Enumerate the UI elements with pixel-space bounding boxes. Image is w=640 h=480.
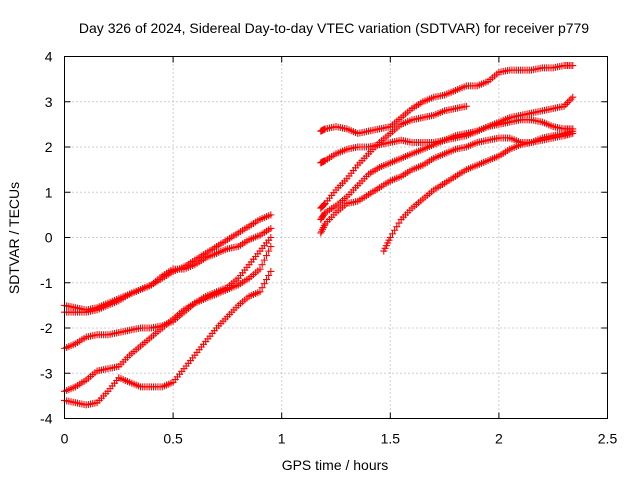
data-point	[260, 256, 268, 264]
series-sat-h	[317, 102, 470, 212]
data-point	[462, 102, 470, 110]
y-tick-label: -1	[40, 275, 53, 291]
data-point	[267, 243, 275, 251]
data-point	[267, 267, 275, 275]
data-point	[565, 97, 573, 105]
y-tick-label: -2	[40, 320, 53, 336]
data-point	[388, 230, 396, 238]
x-tick-label: 1.5	[381, 431, 401, 447]
data-point	[569, 93, 577, 101]
x-tick-label: 2	[495, 431, 503, 447]
grid	[64, 56, 608, 419]
y-tick-label: 4	[45, 49, 53, 65]
y-axis: -4 -3 -2 -1 0 1 2 3 4	[40, 49, 608, 427]
data-point	[393, 223, 401, 231]
y-tick-label: -4	[40, 411, 53, 427]
y-tick-label: 1	[45, 184, 53, 200]
data-point	[265, 247, 273, 255]
x-axis-title: GPS time / hours	[282, 457, 389, 473]
data-point	[256, 288, 264, 296]
data-point	[569, 127, 577, 135]
series-sat-d	[61, 243, 275, 395]
chart-title: Day 326 of 2024, Sidereal Day-to-day VTE…	[79, 20, 589, 36]
data-points	[61, 62, 577, 409]
data-point	[265, 272, 273, 280]
data-point	[391, 226, 399, 234]
y-tick-label: 0	[45, 230, 53, 246]
x-tick-label: 1	[278, 431, 286, 447]
data-point	[262, 252, 270, 260]
series-sat-e	[61, 267, 275, 409]
data-point	[262, 276, 270, 284]
x-tick-label: 2.5	[598, 431, 618, 447]
plot-frame	[64, 56, 608, 419]
data-point	[320, 200, 328, 208]
data-point	[395, 219, 403, 227]
data-point	[258, 284, 266, 292]
x-axis: 0 0.5 1 1.5 2 2.5	[61, 56, 618, 447]
series-sat-a	[61, 211, 275, 314]
data-point	[256, 265, 264, 273]
y-axis-title: SDTVAR / TECUs	[6, 182, 22, 294]
series-sat-c	[61, 234, 275, 352]
x-tick-label: 0.5	[163, 431, 183, 447]
data-point	[569, 62, 577, 70]
data-point	[564, 99, 572, 107]
data-point	[267, 234, 275, 241]
y-tick-label: 3	[45, 94, 53, 110]
x-tick-label: 0	[61, 431, 69, 447]
data-point	[267, 211, 275, 219]
series-sat-f	[317, 62, 577, 137]
data-point	[258, 261, 266, 269]
data-point	[267, 224, 275, 232]
y-tick-label: 2	[45, 139, 53, 155]
y-tick-label: -3	[40, 365, 53, 381]
series-sat-k	[380, 127, 577, 255]
data-point	[260, 280, 268, 288]
data-point	[386, 234, 394, 241]
